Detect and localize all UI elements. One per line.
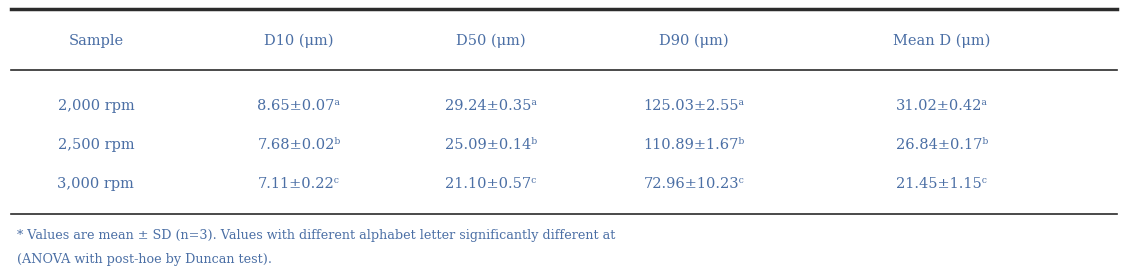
Text: (ANOVA with post‐hoe by Duncan test).: (ANOVA with post‐hoe by Duncan test). — [17, 253, 272, 266]
Text: 110.89±1.67ᵇ: 110.89±1.67ᵇ — [643, 138, 744, 152]
Text: 7.68±0.02ᵇ: 7.68±0.02ᵇ — [257, 138, 341, 152]
Text: 72.96±10.23ᶜ: 72.96±10.23ᶜ — [643, 177, 744, 190]
Text: 25.09±0.14ᵇ: 25.09±0.14ᵇ — [444, 138, 537, 152]
Text: D50 (μm): D50 (μm) — [456, 34, 526, 48]
Text: 21.10±0.57ᶜ: 21.10±0.57ᶜ — [446, 177, 536, 190]
Text: 26.84±0.17ᵇ: 26.84±0.17ᵇ — [896, 138, 988, 152]
Text: 2,000 rpm: 2,000 rpm — [58, 99, 134, 113]
Text: 3,000 rpm: 3,000 rpm — [58, 177, 134, 190]
Text: 31.02±0.42ᵃ: 31.02±0.42ᵃ — [896, 99, 988, 113]
Text: 8.65±0.07ᵃ: 8.65±0.07ᵃ — [257, 99, 341, 113]
Text: Mean D (μm): Mean D (μm) — [893, 34, 990, 48]
Text: D90 (μm): D90 (μm) — [659, 34, 729, 48]
Text: 29.24±0.35ᵃ: 29.24±0.35ᵃ — [444, 99, 537, 113]
Text: 21.45±1.15ᶜ: 21.45±1.15ᶜ — [897, 177, 987, 190]
Text: D10 (μm): D10 (μm) — [264, 34, 334, 48]
Text: * Values are mean ± SD (n=3). Values with different alphabet letter significantl: * Values are mean ± SD (n=3). Values wit… — [17, 229, 619, 242]
Text: 2,500 rpm: 2,500 rpm — [58, 138, 134, 152]
Text: Sample: Sample — [69, 34, 123, 48]
Text: 125.03±2.55ᵃ: 125.03±2.55ᵃ — [643, 99, 744, 113]
Text: 7.11±0.22ᶜ: 7.11±0.22ᶜ — [258, 177, 340, 190]
